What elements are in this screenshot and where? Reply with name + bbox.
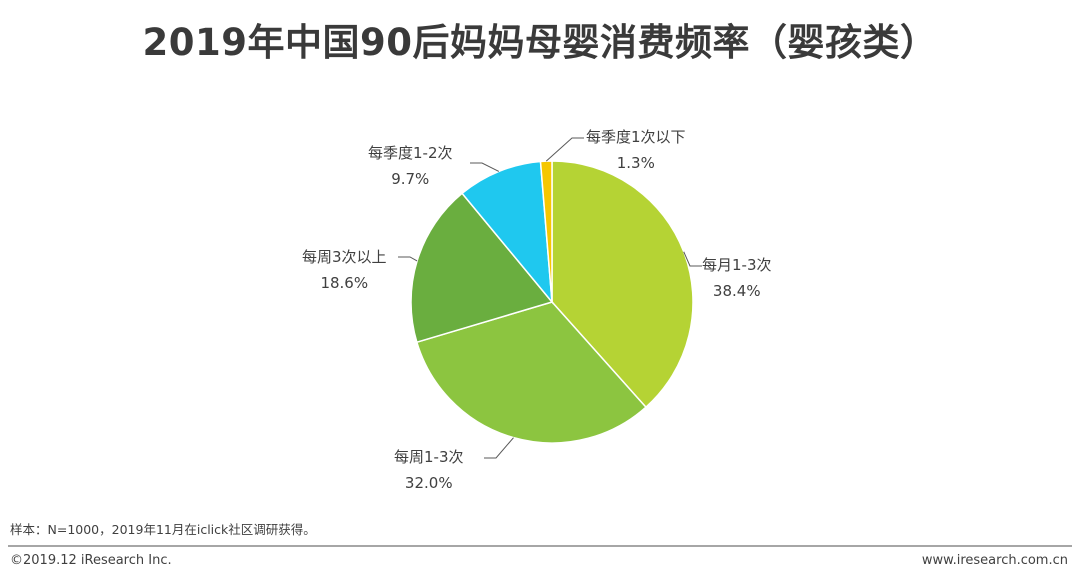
slice-label-5: 每季度1次以下 bbox=[586, 128, 686, 146]
sample-note: 样本：N=1000，2019年11月在iclick社区调研获得。 bbox=[10, 522, 316, 537]
slice-value-2: 32.0% bbox=[405, 474, 453, 492]
pie-slice-4 bbox=[461, 160, 553, 305]
leader-line-5 bbox=[545, 137, 584, 162]
pie-slice-3 bbox=[410, 192, 554, 344]
footer-divider bbox=[8, 545, 1072, 547]
slice-label-4: 每季度1-2次 bbox=[368, 144, 453, 162]
chart-title: 2019年中国90后妈妈母婴消费频率（婴孩类） bbox=[142, 21, 938, 64]
slice-value-5: 1.3% bbox=[617, 154, 655, 172]
pie-slice-1 bbox=[551, 160, 694, 409]
website-link[interactable]: www.iresearch.com.cn bbox=[921, 553, 1068, 568]
leader-line-3 bbox=[398, 256, 418, 262]
slice-value-3: 18.6% bbox=[320, 274, 368, 292]
copyright-text: ©2019.12 iResearch Inc. bbox=[10, 553, 172, 568]
slice-label-1: 每月1-3次 bbox=[702, 256, 772, 274]
leader-line-1 bbox=[683, 251, 702, 267]
slice-value-1: 38.4% bbox=[713, 282, 761, 300]
slice-label-2: 每周1-3次 bbox=[394, 448, 464, 466]
leader-line-2 bbox=[484, 437, 514, 459]
leader-line-4 bbox=[470, 162, 500, 172]
slice-value-4: 9.7% bbox=[391, 170, 429, 188]
pie-slice-2 bbox=[415, 301, 647, 444]
slice-label-3: 每周3次以上 bbox=[302, 248, 387, 266]
